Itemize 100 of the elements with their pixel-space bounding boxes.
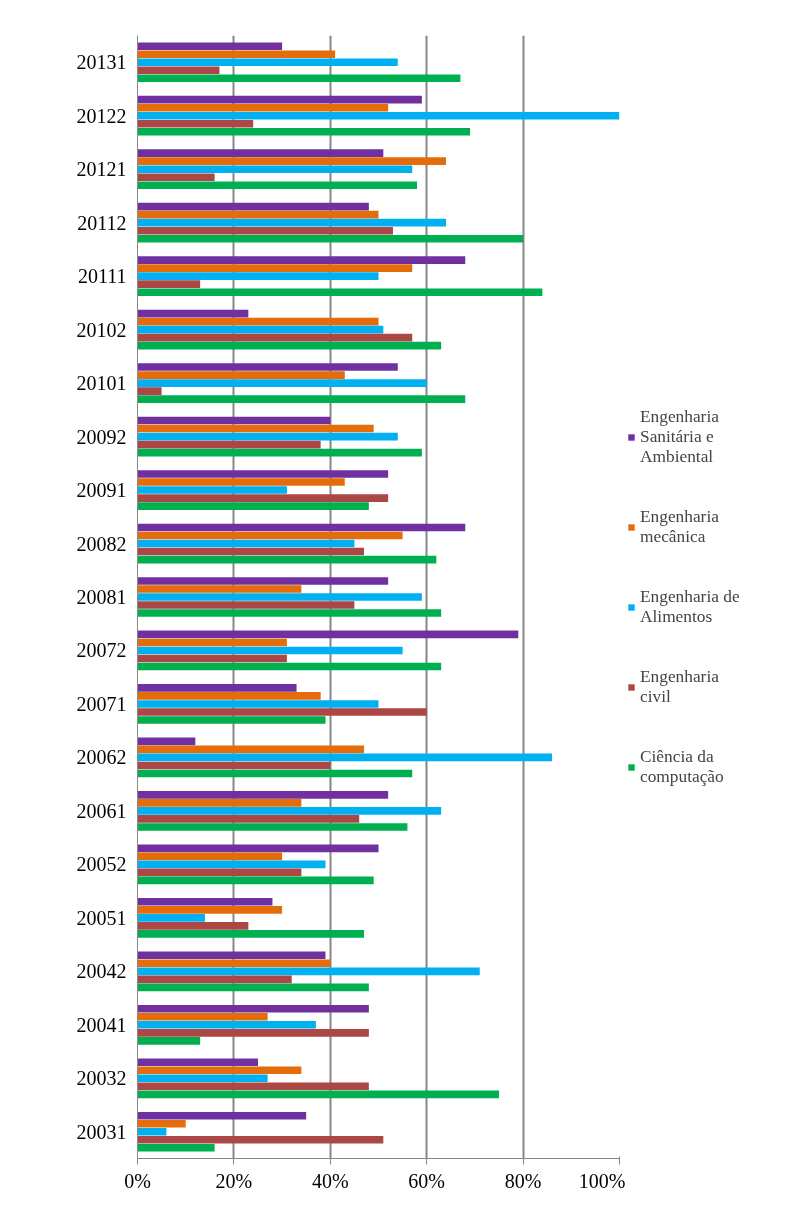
bar (137, 753, 553, 762)
bar (137, 1090, 499, 1099)
y-tick-label: 20031 (76, 1120, 127, 1143)
y-tick-label: 20032 (76, 1067, 127, 1090)
bar (137, 1127, 167, 1136)
y-tick-label: 20051 (76, 906, 127, 929)
bar (137, 486, 287, 494)
bar (137, 181, 418, 190)
bar (137, 280, 201, 288)
y-tick-label: 20062 (76, 746, 127, 769)
bar (137, 272, 379, 280)
bar (137, 1111, 307, 1120)
bar (137, 1037, 201, 1045)
y-tick-label: 20102 (76, 318, 127, 341)
bar (137, 791, 389, 799)
y-tick-label: 20072 (76, 639, 127, 662)
bar (137, 379, 427, 387)
x-tick-label: 20% (215, 1169, 253, 1192)
bar (137, 577, 389, 585)
bar (137, 654, 287, 663)
bar (137, 264, 413, 272)
bar (137, 531, 403, 540)
bar (137, 823, 408, 831)
bar (137, 716, 326, 724)
bar (137, 930, 365, 938)
bar (137, 66, 220, 75)
bar (137, 432, 398, 441)
bar (137, 210, 379, 219)
y-tick-label: 20052 (76, 853, 127, 876)
x-tick-label: 60% (408, 1169, 446, 1192)
bar (137, 922, 249, 930)
bar (137, 424, 374, 433)
bar (137, 42, 283, 51)
bar (137, 593, 422, 601)
bar (137, 103, 389, 112)
bar (137, 1143, 215, 1152)
bar (137, 815, 360, 823)
bar (137, 876, 374, 885)
bar (137, 363, 398, 371)
legend-label: Engenharia mecânica (640, 506, 719, 547)
bar (137, 983, 369, 992)
bar (137, 914, 205, 922)
bar (137, 1066, 302, 1075)
bar (137, 165, 413, 173)
bar (137, 967, 480, 976)
bar (137, 416, 331, 425)
bar (137, 1119, 186, 1128)
bar (137, 585, 302, 593)
bar (137, 692, 321, 700)
bar (137, 95, 422, 104)
bar (137, 601, 355, 609)
y-tick-label: 20042 (76, 960, 127, 983)
bar (137, 440, 321, 449)
bar (137, 807, 442, 815)
x-tick-label: 0% (124, 1169, 151, 1192)
bar (137, 448, 422, 457)
bar (137, 737, 196, 746)
legend-label: Engenharia de Alimentos (640, 586, 740, 627)
bar (137, 547, 365, 556)
bar (137, 333, 413, 342)
bar (137, 478, 345, 486)
bar (137, 1029, 369, 1037)
bar (137, 470, 389, 478)
bar (137, 226, 393, 235)
bar (137, 1021, 316, 1029)
y-tick-label: 20122 (76, 104, 127, 127)
bar (137, 1135, 384, 1144)
y-tick-label: 20121 (76, 158, 127, 181)
bar (137, 325, 384, 334)
bar (137, 906, 283, 914)
bar (137, 898, 273, 906)
bar (137, 256, 466, 264)
bar (137, 646, 403, 655)
bar (137, 844, 379, 853)
bar (137, 387, 162, 395)
bar (137, 951, 326, 960)
bar (137, 119, 254, 128)
bar (137, 202, 369, 211)
bar (137, 341, 442, 350)
y-tick-label: 20092 (76, 425, 127, 448)
legend-label: Ciência da computação (640, 746, 724, 787)
bar (137, 959, 331, 968)
bar (137, 234, 524, 243)
y-tick-label: 20041 (76, 1013, 127, 1036)
x-tick-label: 100% (578, 1169, 626, 1192)
bar (137, 288, 543, 296)
bar (137, 1004, 369, 1013)
x-tick-label: 80% (504, 1169, 542, 1192)
x-tick-label: 40% (311, 1169, 349, 1192)
y-tick-label: 20081 (76, 586, 127, 608)
bar (137, 761, 331, 770)
legend-label: Engenharia civil (640, 666, 719, 707)
legend-label: Engenharia Sanitária e Ambiental (640, 406, 719, 467)
bar (137, 1082, 369, 1091)
bar (137, 1012, 268, 1021)
y-tick-label: 20101 (76, 372, 127, 395)
bar (137, 539, 355, 548)
bar (137, 852, 283, 861)
bar (137, 662, 442, 671)
bar (137, 218, 446, 227)
